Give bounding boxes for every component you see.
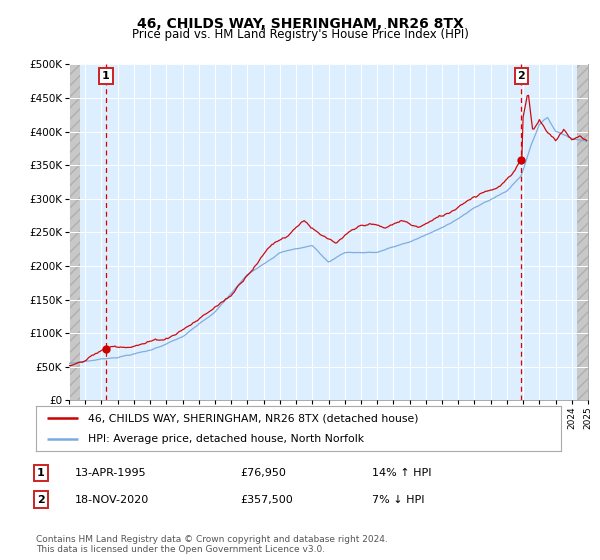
Text: 46, CHILDS WAY, SHERINGHAM, NR26 8TX (detached house): 46, CHILDS WAY, SHERINGHAM, NR26 8TX (de…	[89, 413, 419, 423]
Text: 1: 1	[37, 468, 44, 478]
Text: 14% ↑ HPI: 14% ↑ HPI	[372, 468, 431, 478]
Text: 46, CHILDS WAY, SHERINGHAM, NR26 8TX: 46, CHILDS WAY, SHERINGHAM, NR26 8TX	[137, 17, 463, 31]
Text: 7% ↓ HPI: 7% ↓ HPI	[372, 494, 425, 505]
Text: 1: 1	[102, 71, 110, 81]
Text: Contains HM Land Registry data © Crown copyright and database right 2024.
This d: Contains HM Land Registry data © Crown c…	[36, 535, 388, 554]
Text: £357,500: £357,500	[240, 494, 293, 505]
Text: £76,950: £76,950	[240, 468, 286, 478]
Text: 2: 2	[37, 494, 44, 505]
Text: 13-APR-1995: 13-APR-1995	[75, 468, 146, 478]
Bar	[69, 64, 80, 400]
Text: 18-NOV-2020: 18-NOV-2020	[75, 494, 149, 505]
Bar	[577, 64, 588, 400]
Text: 2: 2	[517, 71, 525, 81]
Text: Price paid vs. HM Land Registry's House Price Index (HPI): Price paid vs. HM Land Registry's House …	[131, 28, 469, 41]
Text: HPI: Average price, detached house, North Norfolk: HPI: Average price, detached house, Nort…	[89, 433, 365, 444]
